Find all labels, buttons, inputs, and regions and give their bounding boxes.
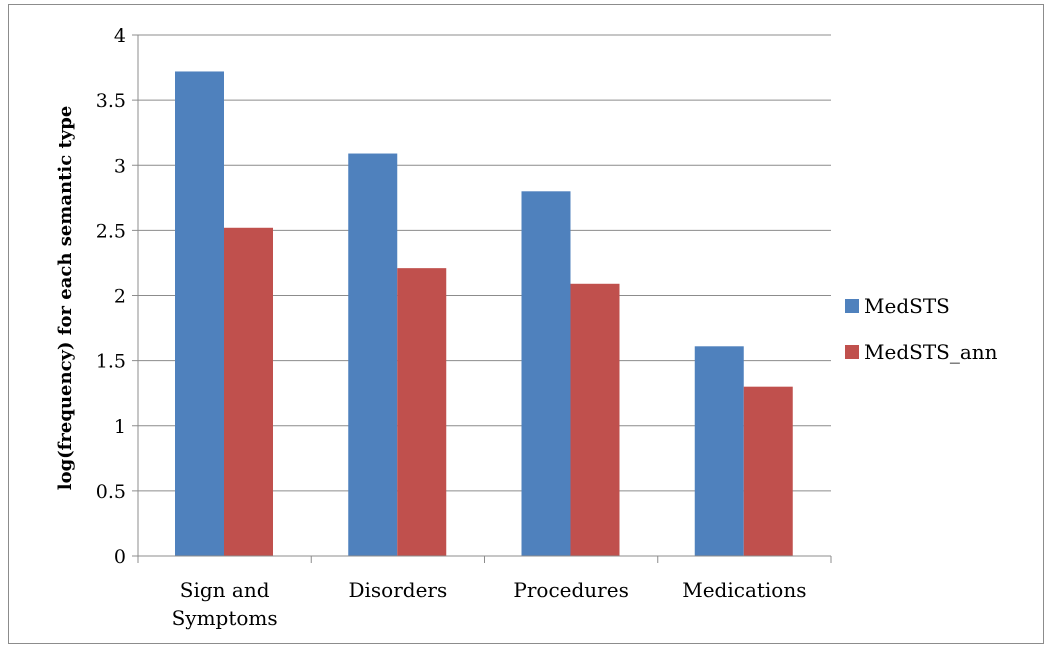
- legend-swatch: [845, 299, 859, 313]
- legend-label: MedSTS_ann: [864, 340, 998, 364]
- axes: [132, 34, 832, 563]
- y-tick-label: 2.5: [96, 220, 126, 242]
- bar-medsts-ann: [570, 283, 620, 556]
- y-tick-labels: 0 0.5 1 1.5 2 2.5 3 3.5 4: [96, 25, 126, 568]
- legend: MedSTS MedSTS_ann: [845, 294, 998, 364]
- bar-medsts-ann: [397, 268, 447, 556]
- y-tick-label: 1.5: [96, 351, 126, 373]
- y-tick-label: 3.5: [96, 90, 126, 112]
- x-tick-label: Medications: [682, 578, 806, 602]
- bar-medsts: [348, 153, 398, 556]
- y-tick-label: 0.5: [96, 481, 126, 503]
- legend-label: MedSTS: [864, 294, 950, 318]
- y-tick-label: 3: [114, 155, 126, 177]
- y-tick-label: 0: [114, 546, 126, 568]
- y-tick-label: 4: [114, 25, 126, 47]
- x-tick-label: Procedures: [513, 578, 628, 602]
- y-tick-label: 2: [114, 286, 126, 308]
- bar-medsts-ann: [224, 227, 273, 556]
- legend-swatch: [845, 345, 859, 359]
- y-axis-title: log(frequency) for each semantic type: [55, 106, 76, 491]
- bar-medsts: [521, 191, 571, 557]
- bar-medsts-ann: [743, 386, 793, 556]
- bars: [175, 71, 793, 557]
- bar-medsts: [694, 346, 744, 556]
- x-tick-label: Disorders: [348, 578, 447, 602]
- y-tick-label: 1: [114, 416, 126, 438]
- x-tick-label: Sign and Symptoms: [172, 578, 278, 630]
- bar-medsts: [175, 71, 224, 556]
- x-tick-labels: Sign and Symptoms Disorders Procedures Medic…: [172, 578, 807, 630]
